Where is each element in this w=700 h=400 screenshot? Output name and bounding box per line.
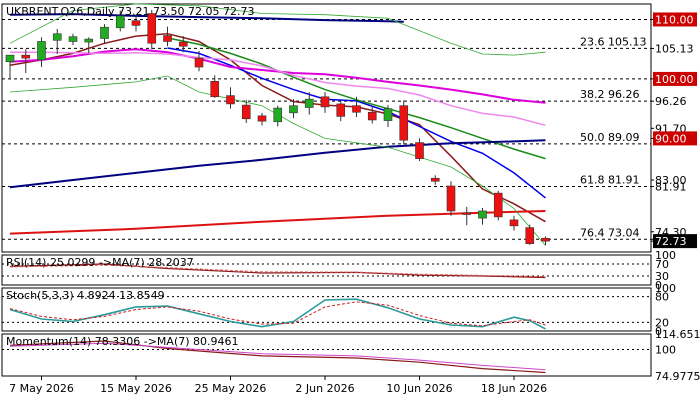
- candle-body: [163, 35, 172, 42]
- candle-body: [336, 103, 346, 117]
- candle-body: [430, 177, 440, 182]
- fib-level-label: 50.0 89.09: [580, 131, 639, 144]
- candle-body: [21, 54, 31, 59]
- price-tick-label: 90.00: [655, 132, 687, 145]
- candle-body: [509, 219, 519, 227]
- candle-body: [462, 212, 472, 215]
- fib-level-label: 38.2 96.26: [580, 88, 639, 101]
- price-marker-box: [653, 12, 697, 27]
- candle-body: [37, 41, 46, 61]
- indicator-line: [9, 13, 404, 23]
- rsi-axis-label: 30: [655, 270, 669, 283]
- candle-body: [320, 96, 330, 108]
- indicator-line: [10, 51, 546, 127]
- price-tick-label: 100.00: [655, 73, 694, 86]
- price-tick-label: 110.00: [655, 13, 694, 26]
- indicator-line: [9, 48, 546, 104]
- candle-body: [257, 115, 267, 122]
- date-tick-label: 15 May 2026: [100, 382, 172, 395]
- panel-frame-2: [1, 287, 652, 332]
- rsi-axis-label: 70: [655, 258, 669, 271]
- candle-body: [5, 54, 15, 62]
- date-tick-label: 18 Jun 2026: [481, 382, 547, 395]
- candle-body: [478, 210, 487, 219]
- candle-body: [131, 20, 141, 26]
- stoch-axis-label: 20: [655, 316, 669, 329]
- candle-body: [194, 57, 204, 68]
- indicator-line: [9, 3, 546, 56]
- rsi-axis-label: 100: [655, 249, 676, 262]
- date-tick-label: 10 Jun 2026: [386, 382, 452, 395]
- candle-body: [383, 108, 393, 121]
- price-marker-box: [653, 71, 697, 86]
- candle-body: [115, 15, 125, 29]
- candle-body: [525, 227, 535, 244]
- momentum-axis-label: 74.9775: [655, 370, 700, 383]
- candle-body: [100, 26, 109, 39]
- candle-body: [178, 41, 188, 47]
- candle-body: [541, 237, 550, 242]
- chart-title: UKBRENT.Q26,Daily 73.21 73.50 72.05 72.7…: [6, 5, 254, 18]
- rsi-line: [9, 264, 546, 278]
- candle-body: [273, 107, 283, 123]
- indicator-line: [9, 32, 546, 223]
- stoch-line: [9, 301, 546, 327]
- stoch-axis-label: 0: [655, 325, 662, 338]
- indicator-line: [9, 75, 546, 246]
- candle-body: [493, 192, 503, 218]
- candle-body: [446, 185, 456, 212]
- price-marker-box: [653, 234, 697, 249]
- momentum-line: [9, 342, 546, 371]
- panel-frame-1: [1, 254, 652, 286]
- stoch-label: Stoch(5,3,3) 4.8924 13.8549: [6, 289, 165, 302]
- date-tick-label: 25 May 2026: [195, 382, 267, 395]
- candle-body: [352, 105, 361, 113]
- fib-level-label: 61.8 81.91: [580, 174, 639, 187]
- candle-body: [52, 33, 62, 41]
- candle-body: [367, 111, 377, 121]
- stoch-axis-label: 80: [655, 291, 669, 304]
- candle-body: [289, 105, 298, 114]
- candle-body: [147, 13, 157, 44]
- momentum-axis-label: 114.651: [655, 328, 700, 341]
- stoch-axis-label: 100: [655, 282, 676, 295]
- price-tick-label: 72.73: [655, 235, 687, 248]
- rsi-axis-label: 0: [655, 279, 662, 292]
- rsi-line: [9, 263, 546, 279]
- momentum-label: Momentum(14) 78.3306 ->MA(7) 80.9461: [6, 335, 239, 348]
- rsi-label: RSI(14) 25.0299 ->MA(7) 28.2037: [6, 256, 194, 269]
- momentum-axis-label: 100: [655, 344, 676, 357]
- candle-body: [415, 142, 424, 159]
- candle-body: [399, 105, 409, 141]
- candle-body: [226, 95, 235, 105]
- candle-body: [210, 81, 220, 98]
- candle-body: [241, 104, 251, 120]
- momentum-line: [9, 340, 546, 374]
- fib-level-label: 23.6 105.13: [580, 35, 646, 48]
- price-tick-label: 105.13: [655, 42, 694, 55]
- price-tick-label: 81.91: [655, 181, 687, 194]
- fib-level-label: 76.4 73.04: [580, 226, 639, 239]
- date-tick-label: 2 Jun 2026: [295, 382, 354, 395]
- price-tick-label: 83.00: [655, 174, 687, 187]
- price-marker-box: [653, 131, 697, 146]
- candle-body: [84, 38, 94, 43]
- candle-body: [304, 98, 314, 108]
- candle-body: [68, 36, 78, 42]
- date-tick-label: 7 May 2026: [9, 382, 74, 395]
- indicator-line: [9, 210, 546, 235]
- indicator-line: [9, 139, 546, 189]
- price-tick-label: 96.26: [655, 95, 687, 108]
- stoch-line: [9, 298, 546, 330]
